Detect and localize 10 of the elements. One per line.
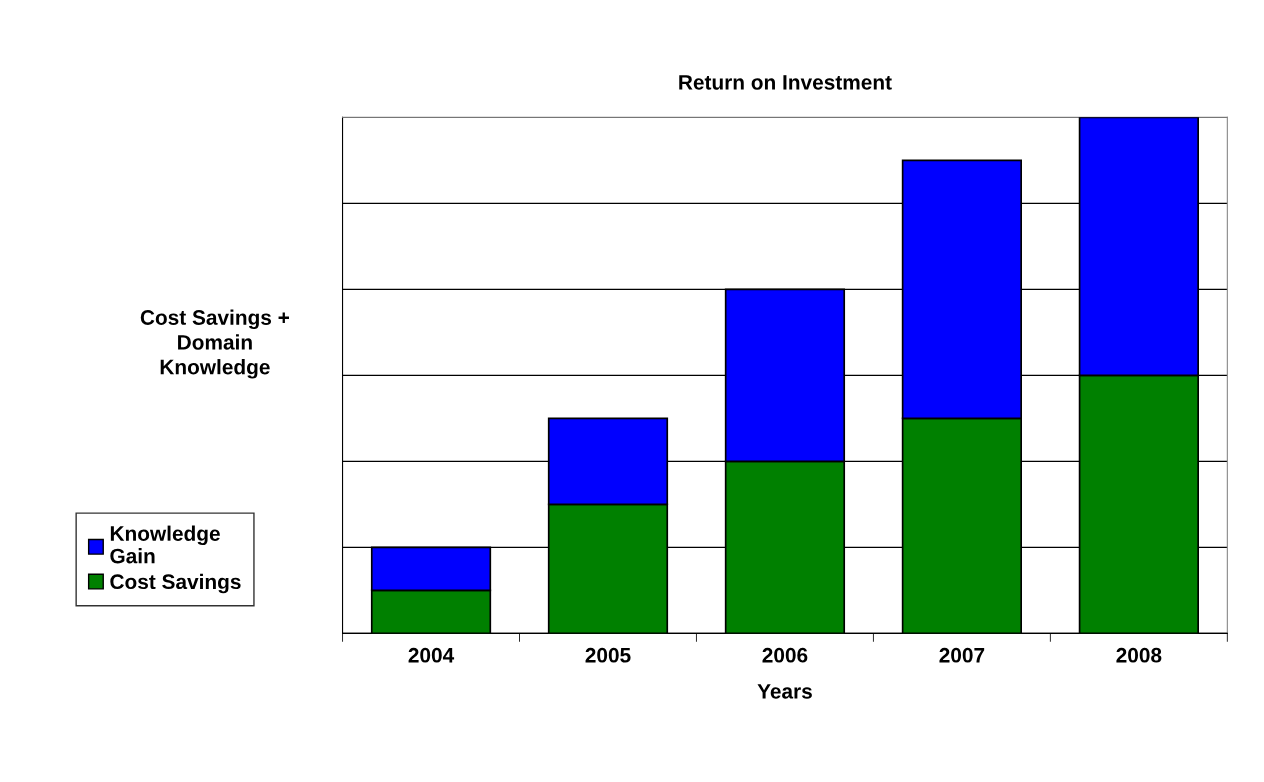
x-tick-label: 2004 [408,647,455,663]
y-axis-title: Cost Savings + Domain Knowledge [140,309,290,379]
x-tick-label: 2007 [939,647,985,663]
x-axis-title: Years [757,684,812,699]
legend-label: Knowledge Gain [110,525,220,564]
x-tick-label: 2006 [762,647,808,663]
chart-title: Return on Investment [679,75,892,90]
x-tick-label: 2005 [585,647,631,663]
x-tick-label: 2008 [1116,647,1162,663]
legend-label: Cost Savings [110,573,241,594]
